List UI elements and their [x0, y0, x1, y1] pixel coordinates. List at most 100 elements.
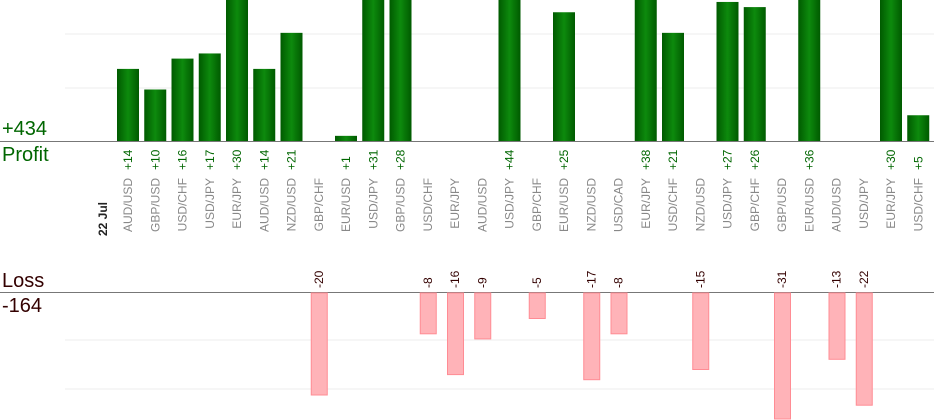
- loss-value-label: -5: [530, 277, 544, 288]
- profit-bar: [198, 53, 221, 142]
- loss-bar: [610, 292, 628, 335]
- category-label: EUR/JPY: [639, 178, 653, 229]
- category-label: AUD/USD: [121, 178, 135, 232]
- category-label: AUD/USD: [830, 178, 844, 232]
- loss-value-label: -16: [448, 270, 462, 288]
- category-label: GBP/CHF: [748, 178, 762, 231]
- profit-value-label: +31: [366, 149, 380, 170]
- loss-bar: [855, 292, 873, 406]
- value-labels: +14 +10 +16 +17 +30 +14 +21 -20 +1 +31 +28 -8 -16 -9 +…: [121, 149, 925, 288]
- profit-bar: [335, 135, 357, 141]
- category-label: GBP/USD: [775, 178, 789, 232]
- category-label: AUD/USD: [257, 178, 271, 232]
- profit-value-label: +30: [884, 149, 898, 170]
- profit-bar: [743, 7, 766, 141]
- category-label: GBP/USD: [394, 178, 408, 232]
- category-label: GBP/CHF: [312, 178, 326, 231]
- bars: [117, 0, 930, 420]
- date-label: 22 Jul: [96, 202, 110, 236]
- category-label: EUR/JPY: [884, 178, 898, 229]
- loss-bar: [692, 292, 710, 370]
- category-label: USD/JPY: [366, 178, 380, 229]
- category-label: EUR/USD: [802, 178, 816, 232]
- category-label: NZD/USD: [285, 178, 299, 232]
- category-label: USD/JPY: [503, 178, 517, 229]
- profit-bar: [716, 1, 739, 142]
- profit-bar: [226, 0, 248, 141]
- loss-bar: [419, 292, 437, 335]
- profit-value-label: +14: [257, 149, 271, 170]
- category-label: NZD/USD: [693, 178, 707, 232]
- category-label: GBP/CHF: [530, 178, 544, 231]
- profit-bar: [280, 32, 303, 141]
- profit-bar: [907, 115, 930, 141]
- category-label: AUD/USD: [475, 178, 489, 232]
- profit-bar: [634, 0, 657, 141]
- profit-value-label: +30: [230, 149, 244, 170]
- profit-value-label: +44: [503, 149, 517, 170]
- category-label: USD/CHF: [911, 178, 925, 231]
- category-label: USD/JPY: [203, 178, 217, 229]
- loss-total: -164: [2, 295, 43, 317]
- category-label: NZD/USD: [584, 178, 598, 232]
- loss-bar: [310, 292, 328, 396]
- profit-value-label: +14: [121, 149, 135, 170]
- profit-bar: [798, 0, 821, 141]
- category-label: EUR/USD: [339, 178, 353, 232]
- profit-value-label: +5: [911, 156, 925, 170]
- profit-value-label: +38: [639, 149, 653, 170]
- profit-value-label: +27: [721, 149, 735, 170]
- loss-value-label: -9: [475, 277, 489, 288]
- profit-bar: [253, 68, 276, 141]
- profit-bar: [362, 0, 385, 141]
- profit-bar: [880, 0, 902, 141]
- loss-bar: [828, 292, 846, 360]
- profit-value-label: +10: [148, 149, 162, 170]
- category-label: USD/JPY: [721, 178, 735, 229]
- profit-value-label: +21: [666, 149, 680, 170]
- category-label: USD/CHF: [421, 178, 435, 231]
- profit-bar: [498, 0, 521, 141]
- axis-lines: [0, 141, 934, 293]
- profit-bar: [117, 68, 139, 141]
- category-label: USD/CHF: [666, 178, 680, 231]
- category-label: USD/CAD: [612, 178, 626, 232]
- category-label: EUR/JPY: [230, 178, 244, 229]
- profit-bar: [171, 58, 194, 141]
- profit-total: +434: [2, 118, 48, 140]
- loss-value-label: -17: [584, 270, 598, 288]
- profit-value-label: +26: [748, 149, 762, 170]
- loss-value-label: -13: [830, 270, 844, 288]
- profit-value-label: +25: [557, 149, 571, 170]
- profit-value-label: +28: [394, 149, 408, 170]
- category-label: GBP/USD: [148, 178, 162, 232]
- category-label: USD/CHF: [176, 178, 190, 231]
- category-label: EUR/JPY: [448, 178, 462, 229]
- loss-bar: [583, 292, 601, 381]
- loss-bar: [528, 292, 546, 319]
- profit-value-label: +17: [203, 149, 217, 170]
- loss-value-label: -22: [857, 270, 871, 288]
- profit-bar: [553, 12, 575, 141]
- category-label: USD/JPY: [857, 178, 871, 229]
- loss-value-label: -20: [312, 270, 326, 288]
- loss-value-label: -8: [421, 277, 435, 288]
- category-labels: 22 Jul AUD/USD GBP/USD USD/CHF USD/JPY EUR/JP…: [96, 178, 925, 236]
- profit-bar: [389, 0, 412, 141]
- loss-bar: [474, 292, 492, 340]
- profit-value-label: +16: [176, 149, 190, 170]
- loss-label: Loss: [2, 270, 45, 292]
- loss-value-label: -15: [693, 270, 707, 288]
- profit-bar: [144, 89, 167, 141]
- profit-bar: [662, 32, 684, 141]
- profit-label: Profit: [2, 144, 49, 166]
- loss-bar: [447, 292, 464, 376]
- loss-value-label: -8: [612, 277, 626, 288]
- category-label: EUR/USD: [557, 178, 571, 232]
- profit-value-label: +1: [339, 156, 353, 170]
- loss-bar: [774, 292, 791, 420]
- profit-value-label: +36: [802, 149, 816, 170]
- profit-value-label: +21: [285, 149, 299, 170]
